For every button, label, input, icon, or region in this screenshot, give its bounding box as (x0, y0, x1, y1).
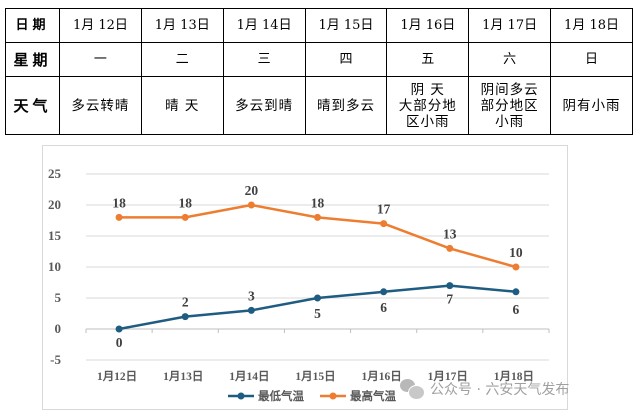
data-label: 18 (112, 195, 126, 210)
data-label: 10 (509, 245, 523, 260)
data-point (115, 325, 123, 333)
data-point (512, 263, 520, 271)
legend-item: 最高气温 (320, 389, 396, 403)
weather-forecast-table: 日期 1月 12日 1月 13日 1月 14日 1月 15日 1月 16日 1月… (5, 8, 633, 135)
data-label: 3 (248, 288, 255, 303)
weather-cell: 多云转晴 (59, 76, 142, 135)
weather-cell: 阴有小雨 (550, 76, 633, 135)
data-label: 18 (178, 195, 192, 210)
date-cell: 1月 13日 (140, 8, 224, 43)
data-point (380, 220, 388, 228)
watermark: 公众号 · 六安天气发布 (400, 377, 569, 401)
data-point (247, 306, 255, 314)
data-label: 2 (182, 295, 189, 310)
y-tick-label: 5 (55, 290, 62, 305)
x-tick-label: 1月12日 (97, 370, 137, 383)
weather-cell: 多云到晴 (222, 76, 306, 135)
weather-cell: 阴间多云 部分地区 小雨 (468, 76, 552, 135)
data-label: 7 (446, 292, 453, 307)
weather-cell: 阴 天 大部分地 区小雨 (386, 76, 470, 135)
temperature-chart: -5 0 5 10 15 20 25 1月12日 1月13日 1月14日 1月15日 1月16日 1月… (42, 145, 568, 410)
data-label: 20 (245, 183, 259, 198)
x-tick-label: 1月18日 (494, 370, 534, 383)
data-label: 0 (116, 335, 123, 350)
chart-legend: 最低气温 最高气温 (228, 389, 396, 403)
y-tick-label: 20 (48, 197, 61, 212)
data-label: 18 (311, 195, 325, 210)
date-cell: 1月 14日 (222, 8, 306, 43)
data-point (181, 313, 189, 321)
weekday-cell: 二 (140, 42, 224, 77)
weekday-cell: 一 (59, 42, 142, 77)
date-row: 日期 1月 12日 1月 13日 1月 14日 1月 15日 1月 16日 1月… (5, 8, 633, 43)
weather-row: 天气 多云转晴 晴 天 多云到晴 晴到多云 阴 天 大部分地 区小雨 阴间多云 … (5, 76, 633, 135)
y-tick-label: 15 (48, 228, 62, 243)
svg-text:最高气温: 最高气温 (350, 389, 396, 403)
data-point (380, 288, 388, 296)
y-tick-label: 25 (48, 166, 62, 181)
weekday-cell: 三 (222, 42, 306, 77)
data-point (115, 213, 123, 221)
date-cell: 1月 12日 (59, 8, 142, 43)
chart-series: 0 2 3 5 6 7 6 18 18 20 18 17 13 10 (112, 183, 523, 350)
weekday-cell: 六 (468, 42, 552, 77)
weekday-cell: 日 (550, 42, 633, 77)
weekday-row-header: 星期 (5, 42, 60, 77)
data-point (314, 294, 321, 302)
chart-gridlines (85, 173, 550, 361)
wechat-icon (400, 379, 425, 400)
weekday-cell: 五 (386, 42, 470, 77)
date-cell: 1月 16日 (386, 8, 470, 43)
y-tick-label: 0 (55, 321, 62, 336)
weekday-cell: 四 (304, 42, 388, 77)
weather-cell: 晴 天 (140, 76, 224, 135)
data-point (314, 213, 321, 221)
date-row-header: 日期 (5, 8, 60, 43)
data-point (446, 282, 454, 290)
data-label: 5 (314, 306, 321, 321)
data-label: 6 (380, 300, 387, 315)
date-cell: 1月 18日 (550, 8, 633, 43)
x-tick-label: 1月16日 (362, 370, 402, 383)
series-max-temp: 18 18 20 18 17 13 10 (112, 183, 523, 271)
date-cell: 1月 15日 (304, 8, 388, 43)
y-tick-label: 10 (48, 259, 61, 274)
data-point (181, 213, 189, 221)
data-label: 6 (513, 302, 520, 317)
data-label: 17 (377, 202, 391, 217)
legend-item: 最低气温 (228, 389, 304, 403)
x-tick-label: 1月17日 (428, 370, 468, 383)
series-min-temp: 0 2 3 5 6 7 6 (115, 282, 520, 350)
data-point (446, 244, 454, 252)
watermark-text: 公众号 · 六安天气发布 (430, 382, 570, 398)
date-cell: 1月 17日 (468, 8, 552, 43)
data-label: 13 (443, 226, 457, 241)
weather-row-header: 天气 (5, 76, 60, 135)
data-point (512, 288, 520, 296)
chart-y-axis: -5 0 5 10 15 20 25 (48, 166, 62, 367)
data-point (247, 201, 255, 209)
weather-cell: 晴到多云 (304, 76, 388, 135)
x-tick-label: 1月15日 (295, 370, 335, 383)
chart-x-axis: 1月12日 1月13日 1月14日 1月15日 1月16日 1月17日 1月18日 (97, 370, 534, 383)
x-tick-label: 1月14日 (229, 370, 269, 383)
y-tick-label: -5 (50, 352, 61, 367)
svg-text:最低气温: 最低气温 (258, 389, 304, 403)
x-tick-label: 1月13日 (163, 370, 203, 383)
weekday-row: 星期 一 二 三 四 五 六 日 (5, 42, 633, 77)
